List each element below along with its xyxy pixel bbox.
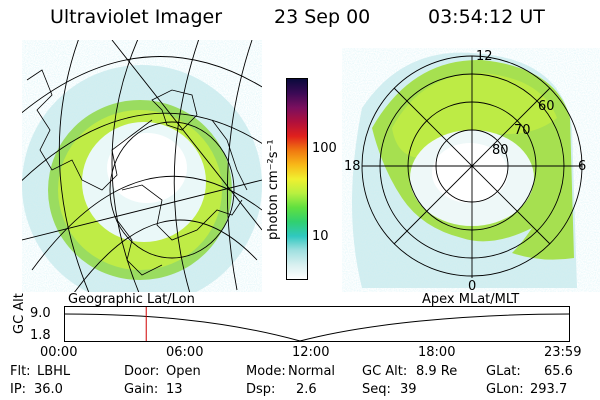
altitude-ytick-min: 1.8 [30, 328, 51, 343]
info-value-dsp: 2.6 [296, 382, 317, 397]
time-tick-1200: 12:00 [292, 345, 330, 360]
colorbar-tick-100: 100 [312, 141, 337, 156]
colorbar-unit-label: photon cm⁻²s⁻¹ [266, 139, 281, 240]
mlat-label-70: 70 [514, 123, 531, 138]
altitude-plot [63, 306, 571, 342]
info-key: GLat: [486, 364, 521, 379]
colorbar [286, 78, 308, 280]
left-panel-label: Geographic Lat/Lon [68, 292, 195, 307]
info-value-door: Open [166, 364, 201, 379]
info-key: IP: [10, 382, 27, 397]
colorbar-tick-10: 10 [312, 229, 329, 244]
info-value-gc-alt: 8.9 Re [416, 364, 458, 379]
info-key: Dsp: [246, 382, 276, 397]
geographic-image [22, 40, 262, 292]
mlat-label-80: 80 [492, 143, 509, 158]
right-panel-label: Apex MLat/MLT [422, 292, 520, 307]
altitude-axis-label: GC Alt [12, 293, 27, 334]
info-value-glon: 293.7 [530, 382, 568, 397]
time-tick-0600: 06:00 [166, 345, 204, 360]
image-time: 03:54:12 UT [428, 6, 545, 28]
info-key: Gain: [124, 382, 159, 397]
mlt-label-0: 0 [468, 279, 476, 294]
time-tick-2359: 23:59 [544, 345, 582, 360]
instrument-title: Ultraviolet Imager [50, 6, 223, 28]
altitude-ytick-max: 9.0 [30, 306, 51, 321]
info-value-filter: LBHL [37, 364, 71, 379]
info-value-gain: 13 [166, 382, 183, 397]
image-date: 23 Sep 00 [274, 6, 371, 28]
info-key: Mode: [246, 364, 286, 379]
info-key: Door: [124, 364, 160, 379]
mlat-label-60: 60 [538, 99, 555, 114]
time-tick-0000: 00:00 [40, 345, 78, 360]
info-key: GLon: [486, 382, 524, 397]
info-value-ip: 36.0 [34, 382, 63, 397]
info-key: Seq: [362, 382, 391, 397]
info-value-mode: Normal [288, 364, 336, 379]
info-value-glat: 65.6 [544, 364, 573, 379]
altitude-curve [63, 313, 571, 342]
magnetic-polar-image: 12 18 6 0 60 70 80 [342, 48, 600, 294]
info-key: Flt: [10, 364, 31, 379]
info-value-seq: 39 [400, 382, 417, 397]
mlt-label-18: 18 [344, 159, 361, 174]
mlt-label-12: 12 [476, 49, 493, 64]
info-key: GC Alt: [362, 364, 408, 379]
mlt-label-6: 6 [578, 159, 586, 174]
time-tick-1800: 18:00 [418, 345, 456, 360]
